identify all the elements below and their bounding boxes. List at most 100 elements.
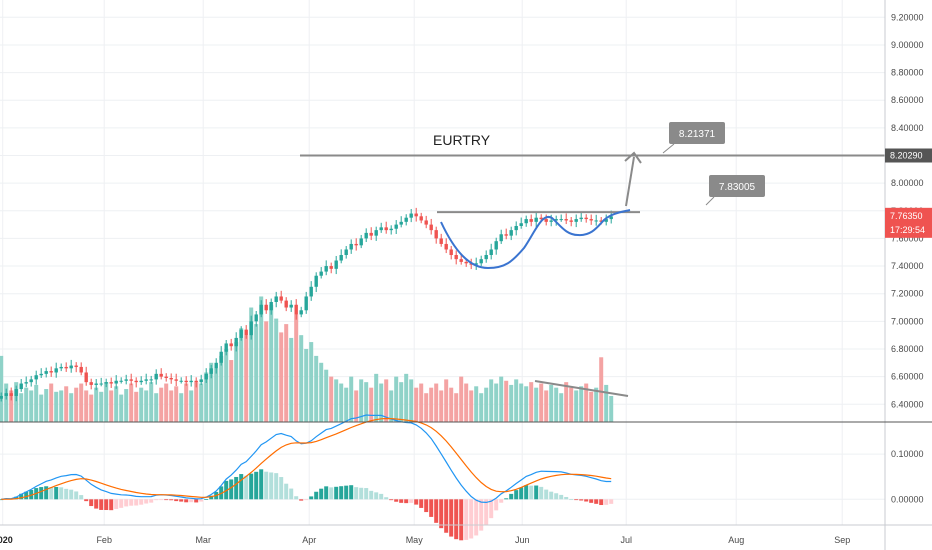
candle-body[interactable] bbox=[444, 243, 448, 250]
candle-body[interactable] bbox=[69, 365, 73, 369]
candle-body[interactable] bbox=[29, 379, 33, 383]
candle-body[interactable] bbox=[489, 249, 493, 256]
candle-body[interactable] bbox=[59, 366, 63, 369]
candle-body[interactable] bbox=[534, 217, 538, 222]
candle-body[interactable] bbox=[214, 362, 218, 369]
drawings[interactable]: 8.21371 7.83005 bbox=[300, 122, 885, 397]
candle-body[interactable] bbox=[369, 232, 373, 236]
candle-body[interactable] bbox=[504, 234, 508, 236]
candle-body[interactable] bbox=[554, 219, 558, 221]
candle-body[interactable] bbox=[474, 263, 478, 265]
candle-body[interactable] bbox=[109, 382, 113, 384]
candle-body[interactable] bbox=[394, 224, 398, 229]
candle-body[interactable] bbox=[99, 383, 103, 385]
candle-body[interactable] bbox=[484, 255, 488, 260]
candle-body[interactable] bbox=[514, 225, 518, 231]
candle-body[interactable] bbox=[569, 220, 573, 222]
candle-body[interactable] bbox=[119, 380, 123, 382]
candle-body[interactable] bbox=[264, 304, 268, 311]
candle-body[interactable] bbox=[434, 230, 438, 239]
candle-body[interactable] bbox=[524, 219, 528, 224]
candle-body[interactable] bbox=[259, 304, 263, 315]
candle-body[interactable] bbox=[549, 220, 553, 222]
candle-body[interactable] bbox=[579, 217, 583, 220]
candle-body[interactable] bbox=[519, 223, 523, 226]
candle-body[interactable] bbox=[424, 220, 428, 225]
candle-body[interactable] bbox=[229, 343, 233, 347]
candle-body[interactable] bbox=[589, 219, 593, 221]
candle-body[interactable] bbox=[404, 217, 408, 222]
candle-body[interactable] bbox=[254, 314, 258, 322]
candle-body[interactable] bbox=[374, 230, 378, 236]
candlesticks[interactable] bbox=[0, 207, 613, 402]
candle-body[interactable] bbox=[544, 219, 548, 222]
candle-body[interactable] bbox=[134, 380, 138, 383]
volume-trendline[interactable] bbox=[534, 380, 629, 397]
candle-body[interactable] bbox=[539, 217, 543, 220]
candle-body[interactable] bbox=[344, 249, 348, 256]
candle-body[interactable] bbox=[149, 379, 153, 381]
candle-body[interactable] bbox=[234, 337, 238, 347]
candle-body[interactable] bbox=[249, 321, 253, 336]
candle-body[interactable] bbox=[314, 275, 318, 287]
candle-body[interactable] bbox=[159, 373, 163, 377]
candle-body[interactable] bbox=[129, 379, 133, 381]
candle-body[interactable] bbox=[334, 260, 338, 269]
price-annotation[interactable]: 8.21371 bbox=[662, 122, 725, 154]
candle-body[interactable] bbox=[509, 230, 513, 236]
candle-body[interactable] bbox=[574, 219, 578, 222]
candle-body[interactable] bbox=[9, 393, 13, 396]
candle-body[interactable] bbox=[389, 228, 393, 231]
candle-body[interactable] bbox=[304, 296, 308, 311]
candle-body[interactable] bbox=[329, 266, 333, 269]
candle-body[interactable] bbox=[0, 395, 3, 399]
candle-body[interactable] bbox=[464, 261, 468, 264]
candle-body[interactable] bbox=[139, 380, 143, 383]
candle-body[interactable] bbox=[429, 224, 433, 231]
candle-body[interactable] bbox=[384, 227, 388, 231]
candle-body[interactable] bbox=[419, 216, 423, 221]
candle-body[interactable] bbox=[49, 371, 53, 373]
candle-body[interactable] bbox=[239, 329, 243, 338]
candle-body[interactable] bbox=[179, 380, 183, 382]
candle-body[interactable] bbox=[339, 255, 343, 261]
candle-body[interactable] bbox=[184, 380, 188, 383]
candle-body[interactable] bbox=[604, 219, 608, 222]
cup-and-handle-curve[interactable] bbox=[440, 209, 631, 270]
candle-body[interactable] bbox=[104, 382, 108, 384]
candle-body[interactable] bbox=[124, 379, 128, 381]
candle-body[interactable] bbox=[609, 216, 613, 220]
candle-body[interactable] bbox=[274, 296, 278, 302]
candle-body[interactable] bbox=[499, 234, 503, 242]
candle-body[interactable] bbox=[94, 383, 98, 385]
candle-body[interactable] bbox=[34, 375, 38, 380]
candle-body[interactable] bbox=[269, 301, 273, 311]
candle-body[interactable] bbox=[294, 304, 298, 315]
candle-body[interactable] bbox=[169, 378, 173, 380]
candle-body[interactable] bbox=[39, 373, 43, 376]
candle-body[interactable] bbox=[144, 379, 148, 381]
candle-body[interactable] bbox=[379, 227, 383, 231]
candle-body[interactable] bbox=[204, 373, 208, 380]
candle-body[interactable] bbox=[24, 382, 28, 384]
candle-body[interactable] bbox=[414, 213, 418, 217]
candle-body[interactable] bbox=[209, 368, 213, 374]
candle-body[interactable] bbox=[584, 217, 588, 220]
candle-body[interactable] bbox=[44, 371, 48, 374]
candle-body[interactable] bbox=[309, 286, 313, 297]
candle-body[interactable] bbox=[409, 213, 413, 218]
candle-body[interactable] bbox=[494, 241, 498, 250]
candle-body[interactable] bbox=[64, 366, 68, 369]
candle-body[interactable] bbox=[79, 366, 83, 373]
candle-body[interactable] bbox=[14, 389, 18, 396]
candle-body[interactable] bbox=[459, 259, 463, 262]
candle-body[interactable] bbox=[244, 329, 248, 336]
candle-body[interactable] bbox=[299, 310, 303, 315]
candle-body[interactable] bbox=[284, 300, 288, 308]
candle-body[interactable] bbox=[354, 243, 358, 246]
candle-body[interactable] bbox=[599, 220, 603, 222]
candle-body[interactable] bbox=[74, 365, 78, 367]
candle-body[interactable] bbox=[199, 379, 203, 383]
candle-body[interactable] bbox=[194, 380, 198, 383]
